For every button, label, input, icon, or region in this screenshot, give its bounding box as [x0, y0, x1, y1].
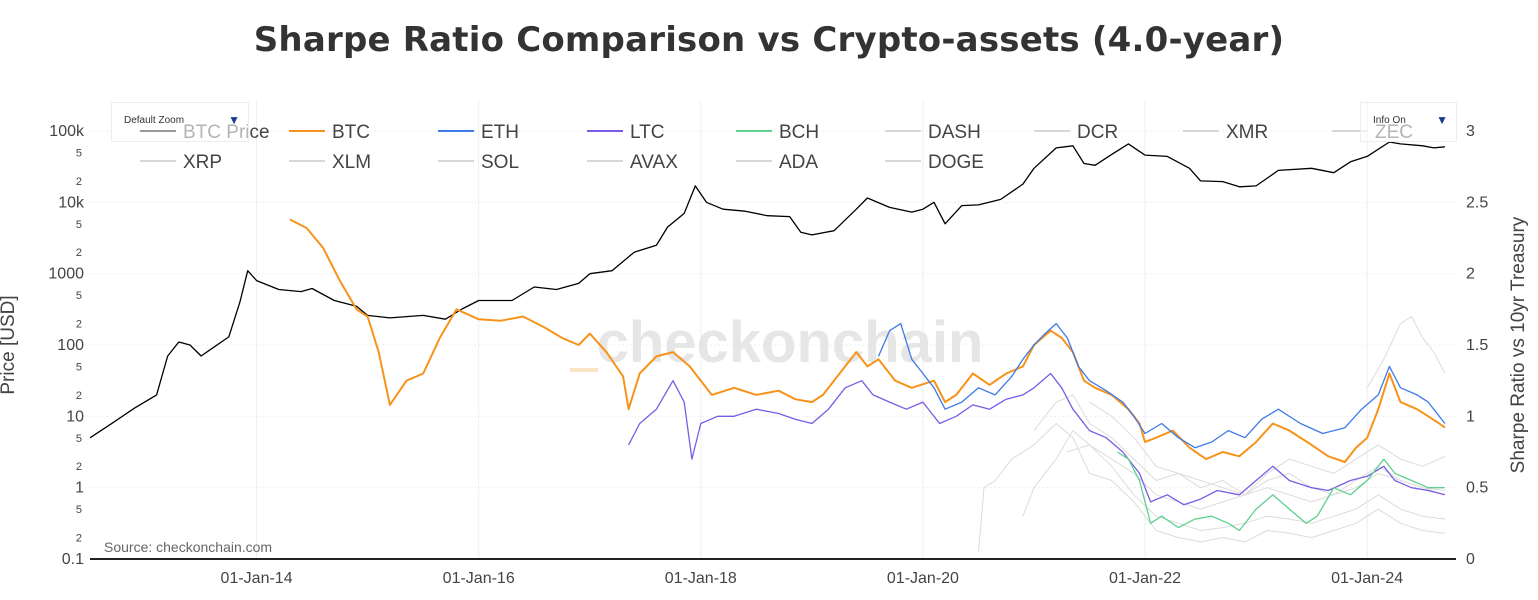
- series-line-btc-price: [89, 141, 1445, 439]
- chevron-down-icon: ▼: [1436, 113, 1448, 127]
- y-left-tick-label: 100k: [49, 123, 85, 140]
- legend-item-xmr[interactable]: XMR: [1183, 122, 1268, 143]
- x-tick-label: 01-Jan-22: [1109, 570, 1181, 587]
- legend-item-ltc[interactable]: LTC: [587, 122, 664, 143]
- y-left-minor-tick: 2: [76, 533, 82, 545]
- legend-label: XRP: [183, 152, 222, 173]
- chart-title: Sharpe Ratio Comparison vs Crypto-assets…: [253, 20, 1285, 60]
- y-right-tick-label: 1.5: [1466, 337, 1488, 354]
- series-line-doge: [1022, 430, 1445, 517]
- legend-item-doge[interactable]: DOGE: [885, 152, 984, 173]
- y-left-minor-tick: 5: [76, 504, 82, 516]
- y-right-tick-label: 3: [1466, 123, 1475, 140]
- y-right-tick-label: 2.5: [1466, 194, 1488, 211]
- y-left-minor-tick: 5: [76, 147, 82, 159]
- y-left-minor-tick: 5: [76, 361, 82, 373]
- y-right-tick-label: 2: [1466, 266, 1475, 283]
- watermark-dash: [570, 368, 598, 372]
- series-line-ltc: [628, 372, 1446, 506]
- y-left-minor-tick: 2: [76, 390, 82, 402]
- legend-label: XMR: [1226, 122, 1268, 143]
- zoom-select[interactable]: Default Zoom ▼: [111, 102, 249, 142]
- series-layer: [89, 141, 1446, 552]
- series-line-dash: [1067, 444, 1445, 531]
- y-left-minor-tick: 5: [76, 219, 82, 231]
- x-tick-label: 01-Jan-24: [1331, 570, 1403, 587]
- y-left-minor-tick: 2: [76, 461, 82, 473]
- legend-label: AVAX: [630, 152, 678, 173]
- x-tick-label: 01-Jan-20: [887, 570, 959, 587]
- y-left-tick-label: 100: [57, 337, 84, 354]
- y-left-tick-label: 10k: [58, 194, 85, 211]
- source-note: Source: checkonchain.com: [104, 539, 272, 555]
- series-line-xrp: [1033, 394, 1446, 496]
- series-line-bch: [1116, 451, 1445, 532]
- series-line-sol: [1366, 316, 1446, 389]
- series-line-ada: [1089, 401, 1446, 496]
- series-line-btc: [289, 218, 1446, 463]
- x-tick-label: 01-Jan-16: [443, 570, 515, 587]
- y-right-tick-label: 0: [1466, 551, 1475, 568]
- legend-label: BTC: [332, 122, 370, 143]
- legend-item-bch[interactable]: BCH: [736, 122, 819, 143]
- legend-label: DCR: [1077, 122, 1118, 143]
- legend-item-eth[interactable]: ETH: [438, 122, 519, 143]
- zoom-select-label: Default Zoom: [124, 115, 185, 126]
- info-select-label: Info On: [1373, 115, 1406, 126]
- y-right-tick-label: 0.5: [1466, 480, 1488, 497]
- legend-label: BCH: [779, 122, 819, 143]
- legend-label: DOGE: [928, 152, 984, 173]
- legend-item-dash[interactable]: DASH: [885, 122, 981, 143]
- y-right-axis-title: Sharpe Ratio vs 10yr Treasury: [1508, 216, 1529, 473]
- legend-item-xlm[interactable]: XLM: [289, 152, 371, 173]
- legend-item-dcr[interactable]: DCR: [1034, 122, 1118, 143]
- y-right-tick-label: 1: [1466, 408, 1475, 425]
- info-select[interactable]: Info On ▼: [1360, 102, 1457, 142]
- legend-label: ADA: [779, 152, 818, 173]
- legend-label: DASH: [928, 122, 981, 143]
- watermark: checkonchain: [597, 310, 984, 375]
- legend-item-sol[interactable]: SOL: [438, 152, 519, 173]
- y-left-axis-title: Price [USD]: [0, 295, 19, 394]
- legend-item-avax[interactable]: AVAX: [587, 152, 678, 173]
- legend-item-btc[interactable]: BTC: [289, 122, 370, 143]
- y-left-minor-tick: 2: [76, 319, 82, 331]
- series-line-zec: [978, 423, 1445, 552]
- chevron-down-icon: ▼: [228, 113, 240, 127]
- legend[interactable]: BTC PriceBTCETHLTCBCHDASHDCRXMRZECXRPXLM…: [140, 122, 1413, 173]
- y-left-tick-label: 1000: [48, 266, 84, 283]
- y-left-tick-label: 0.1: [62, 551, 84, 568]
- y-left-tick-label: 10: [66, 408, 84, 425]
- legend-label: SOL: [481, 152, 519, 173]
- legend-label: ETH: [481, 122, 519, 143]
- x-tick-label: 01-Jan-14: [221, 570, 293, 587]
- grid-layer: [90, 101, 1456, 560]
- y-left-minor-tick: 5: [76, 290, 82, 302]
- legend-label: XLM: [332, 152, 371, 173]
- axes-layer: 01-Jan-14 01-Jan-16 01-Jan-18 01-Jan-20 01-J…: [48, 123, 1488, 587]
- legend-item-ada[interactable]: ADA: [736, 152, 818, 173]
- y-left-tick-label: 1: [75, 480, 84, 497]
- x-tick-label: 01-Jan-18: [665, 570, 737, 587]
- y-left-minor-tick: 2: [76, 176, 82, 188]
- legend-label: LTC: [630, 122, 664, 143]
- y-left-minor-tick: 5: [76, 433, 82, 445]
- series-line-eth: [877, 322, 1446, 449]
- legend-item-xrp[interactable]: XRP: [140, 152, 222, 173]
- y-left-minor-tick: 2: [76, 247, 82, 259]
